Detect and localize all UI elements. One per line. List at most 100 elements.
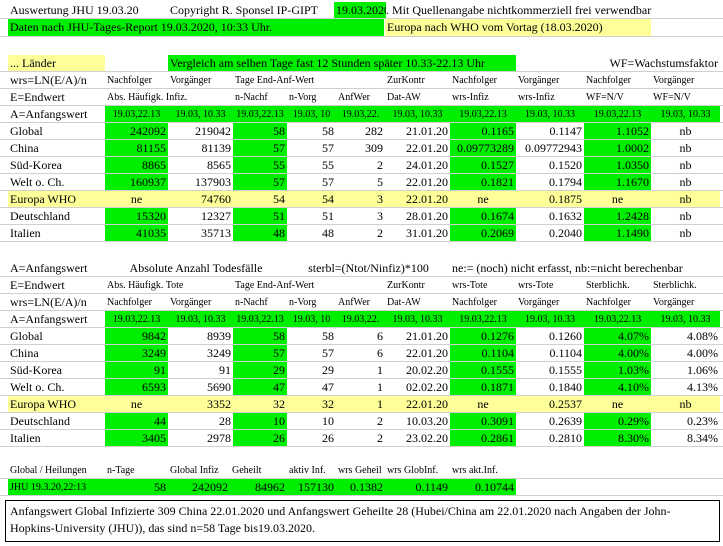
tote-r2-header-10: Vorgänger (653, 297, 695, 308)
infiz-row-0-col-10: nb (679, 124, 692, 138)
infiz-row-1-col-2: 81139 (201, 141, 231, 155)
grid-line (0, 173, 723, 174)
tote-date-10: 19.03, 10.33 (651, 311, 720, 328)
tote-row-4-col-0: Europa WHO (8, 396, 105, 413)
infiz-row-1-col-5: 309 (365, 141, 383, 155)
grid-line (0, 495, 723, 496)
tote-r1-header-10: Sterblichk. (653, 280, 697, 291)
tote-date-1: 19.03,22.13 (105, 311, 168, 328)
infiz-r1-header-0: wrs=LN(E/A)/n (10, 73, 87, 87)
tote-date-2: 19.03, 10.33 (168, 311, 233, 328)
infiz-row-5-col-5: 3 (377, 209, 383, 223)
tote-r2-header-0: wrs=LN(E/A)/n (10, 295, 87, 309)
infiz-row-4-col-7: ne (450, 191, 516, 208)
grid-line (0, 276, 723, 277)
infiz-r1-header-10: Vorgänger (653, 75, 695, 86)
infiz-row-5-col-3: 51 (233, 208, 287, 225)
tote-row-0-col-10: 4.08% (687, 329, 718, 343)
infiz-row-0-col-8: 0.1147 (549, 124, 582, 138)
global-value-7: 0.10744 (450, 479, 516, 496)
global-header-3: Geheilt (232, 465, 262, 476)
tote-row-1-col-8: 0.1104 (549, 346, 582, 360)
tote-row-5-col-6: 10.03.20 (406, 414, 448, 428)
global-header-0: Global / Heilungen (10, 465, 87, 476)
global-value-5: 0.1382 (336, 479, 385, 496)
infiz-r1-header-2: Vorgänger (170, 75, 212, 86)
infiz-row-0-col-6: 21.01.20 (406, 124, 448, 138)
tote-r2-header-4: n-Vorg (289, 297, 317, 308)
tote-row-2-col-2: 91 (219, 363, 231, 377)
tote-row-2-col-8: 0.1555 (549, 363, 582, 377)
laender-label: ... Länder (8, 55, 105, 72)
tote-row-4-col-3: 32 (233, 396, 287, 413)
tote-row-1-col-1: 3249 (105, 345, 168, 362)
grid-line (0, 18, 723, 19)
infiz-r2-header-8: wrs-Infiz (518, 92, 555, 103)
tote-r2-header-7: Nachfolger (452, 297, 497, 308)
tote-row-5-col-9: 0.29% (584, 413, 651, 430)
tote-row-1-col-3: 57 (233, 345, 287, 362)
infiz-row-2-col-7: 0.1527 (450, 157, 516, 174)
infiz-row-3-col-3: 57 (233, 174, 287, 191)
infiz-row-5-col-8: 0.1632 (549, 209, 582, 223)
tote-row-4-col-1: ne (105, 396, 168, 413)
tote-row-6-col-6: 23.02.20 (406, 431, 448, 445)
infiz-date-5: 19.03,22. (336, 106, 385, 123)
infiz-row-6-col-0: Italien (10, 226, 41, 240)
infiz-row-1-col-9: 1.0002 (584, 140, 651, 157)
grid-line (0, 478, 723, 479)
tote-r2-header-6: Dat-AW (387, 297, 421, 308)
infiz-date-7: 19.03,22.13 (450, 106, 516, 123)
tote-r2-header-8: Vorgänger (518, 297, 560, 308)
infiz-r1-header-7: Nachfolger (452, 75, 497, 86)
tote-row-2-col-1: 91 (105, 362, 168, 379)
grid-line (0, 293, 723, 294)
grid-line (0, 344, 723, 345)
infiz-row-1-col-10: nb (679, 141, 692, 155)
infiz-date-1: 19.03,22.13 (105, 106, 168, 123)
infiz-row-3-col-10: nb (679, 175, 692, 189)
tote-row-1-col-7: 0.1104 (450, 345, 516, 362)
infiz-row-2-col-10: nb (679, 158, 692, 172)
infiz-row-4-col-2: 74760 (168, 191, 233, 208)
infiz-row-5-col-4: 51 (322, 209, 334, 223)
tote-formula: sterbl=(Ntot/Ninfiz)*100 (308, 261, 429, 275)
tote-r2-header-9: Nachfolger (586, 297, 631, 308)
infiz-r2-header-5: AnfWer (338, 92, 370, 103)
grid-line (0, 105, 723, 106)
infiz-row-5-col-9: 1.2428 (584, 208, 651, 225)
tote-row-1-col-10: 4.00% (687, 346, 718, 360)
tote-row-4-col-2: 3352 (168, 396, 233, 413)
infiz-row-6-col-8: 0.2040 (549, 226, 582, 240)
infiz-row-6-col-10: nb (679, 226, 692, 240)
infiz-r1-header-1: Nachfolger (107, 75, 152, 86)
tote-row-5-col-8: 0.2639 (549, 414, 582, 428)
tote-row-4-col-9: ne (584, 396, 651, 413)
tote-row-6-col-7: 0.2861 (450, 430, 516, 447)
comparison-banner: Vergleich am selben Tage fast 12 Stunden… (168, 55, 516, 72)
infiz-row-2-col-0: Süd-Korea (10, 158, 62, 172)
infiz-row-6-col-7: 0.2069 (450, 225, 516, 242)
infiz-row-0-col-7: 0.1165 (450, 123, 516, 140)
infiz-date-0: A=Anfangswert (10, 107, 88, 121)
grid-line (0, 190, 723, 191)
tote-row-4-col-7: ne (450, 396, 516, 413)
tote-date-8: 19.03, 10.33 (516, 311, 584, 328)
tote-r2-header-3: n-Nachf (235, 297, 268, 308)
tote-row-4-col-6: 22.01.20 (385, 396, 450, 413)
infiz-row-2-col-6: 24.01.20 (406, 158, 448, 172)
tote-row-0-col-2: 8939 (207, 329, 231, 343)
tote-row-3-col-7: 0.1871 (450, 379, 516, 396)
infiz-row-2-col-3: 55 (233, 157, 287, 174)
infiz-row-1-col-1: 81155 (105, 140, 168, 157)
tote-r1-header-6: ZurKontr (387, 280, 425, 291)
infiz-row-5-col-7: 0.1674 (450, 208, 516, 225)
tote-row-2-col-5: 1 (377, 363, 383, 377)
infiz-row-1-col-8: 0.09772943 (525, 141, 582, 155)
infiz-row-0-col-5: 282 (365, 124, 383, 138)
tote-row-4-col-4: 32 (287, 396, 336, 413)
tote-r2-header-5: AnfWer (338, 297, 370, 308)
infiz-row-0-col-2: 219042 (195, 124, 231, 138)
tote-row-1-col-5: 6 (377, 346, 383, 360)
tote-date-9: 19.03,22.13 (584, 311, 651, 328)
